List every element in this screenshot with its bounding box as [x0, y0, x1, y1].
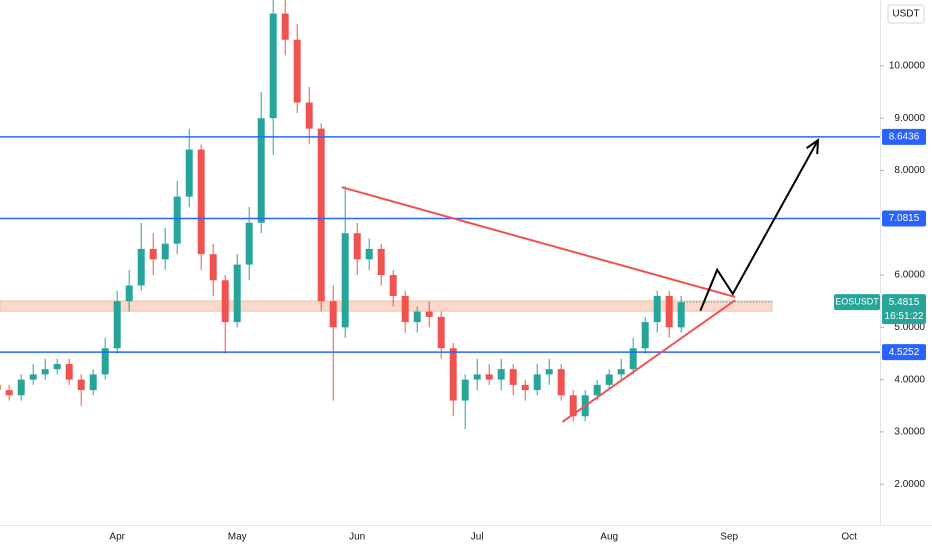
x-tick-label: Oct — [841, 532, 857, 543]
last-price-label: 5.4815 — [889, 297, 920, 308]
candle-body — [521, 384, 529, 391]
candle-body — [149, 248, 157, 260]
y-tick-label: 2.0000 — [894, 479, 925, 490]
candle-body — [0, 384, 1, 391]
candle-body — [125, 285, 133, 302]
trendline — [341, 186, 736, 298]
symbol-label: EOSUSDT — [835, 297, 879, 307]
candle-body — [485, 374, 493, 380]
level-label-box — [882, 128, 926, 145]
candle-body — [545, 369, 553, 375]
y-tick-label: 9.0000 — [894, 113, 925, 124]
candle-body — [245, 222, 253, 265]
candle-body — [305, 102, 313, 129]
support-zone — [0, 300, 773, 312]
currency-box[interactable] — [887, 4, 925, 24]
level-label-box — [882, 210, 926, 227]
candle-body — [389, 275, 397, 296]
candle-body — [449, 348, 457, 401]
candle-body — [101, 348, 109, 375]
candle-body — [317, 128, 325, 302]
y-tick-label: 3.0000 — [894, 427, 925, 438]
candle-body — [293, 39, 301, 103]
x-tick-label: Jun — [349, 532, 365, 543]
candle-body — [185, 149, 193, 197]
candle-body — [605, 374, 613, 385]
candle-body — [665, 295, 673, 328]
candle-body — [281, 13, 289, 40]
candle-body — [257, 118, 265, 223]
candle-body — [461, 379, 469, 401]
candle-body — [209, 254, 217, 281]
x-tick-label: Apr — [109, 532, 125, 543]
candle-body — [377, 248, 385, 276]
candle-body — [41, 369, 49, 375]
candle-body — [137, 248, 145, 286]
candle-body — [65, 363, 73, 380]
candle-body — [569, 395, 577, 417]
candle-body — [77, 379, 85, 391]
candle-body — [29, 374, 37, 380]
candle-body — [17, 379, 25, 396]
y-tick-label: 6.0000 — [894, 270, 925, 281]
trendline — [561, 299, 736, 423]
x-tick-label: Sep — [720, 532, 738, 543]
candle-body — [593, 384, 601, 396]
candle-body — [629, 348, 637, 370]
candle-body — [509, 369, 517, 385]
x-tick-label: Aug — [600, 532, 618, 543]
currency: USDT — [892, 9, 919, 20]
level-label-box — [882, 344, 926, 361]
candle-body — [677, 302, 685, 328]
level-label: 8.6436 — [889, 131, 920, 142]
candle-body — [425, 311, 433, 317]
candle-body — [233, 264, 241, 323]
candle-body — [113, 301, 121, 349]
candle-body — [365, 248, 373, 260]
y-tick-label: 5.0000 — [894, 322, 925, 333]
arrow-head — [805, 138, 820, 155]
candle-body — [533, 374, 541, 391]
candle-body — [221, 280, 229, 323]
x-tick-label: Jul — [471, 532, 484, 543]
candle-body — [401, 295, 409, 323]
level-label: 4.5252 — [889, 347, 920, 358]
y-tick-label: 8.0000 — [894, 165, 925, 176]
candle-body — [617, 369, 625, 375]
candle-body — [53, 363, 61, 370]
candle-body — [353, 233, 361, 260]
candle-body — [473, 374, 481, 380]
y-tick-label: 10.0000 — [889, 61, 926, 72]
candle-body — [641, 322, 649, 349]
x-tick-label: May — [228, 532, 247, 543]
level-label: 7.0815 — [889, 213, 920, 224]
candle-body — [413, 311, 421, 323]
candle-body — [437, 316, 445, 349]
trendline — [699, 139, 819, 311]
candle-body — [173, 196, 181, 244]
candle-body — [341, 233, 349, 328]
y-tick-label: 4.0000 — [894, 374, 925, 385]
last-price-box — [882, 294, 926, 325]
candle-body — [557, 369, 565, 396]
symbol-box — [834, 294, 880, 311]
candle-body — [269, 13, 277, 119]
candle-body — [5, 390, 13, 396]
candle-body — [653, 295, 661, 323]
countdown: 16:51:22 — [885, 311, 924, 322]
candle-body — [329, 301, 337, 328]
candle-body — [161, 243, 169, 260]
candle-body — [89, 374, 97, 391]
candle-body — [497, 369, 505, 380]
candle-body — [197, 149, 205, 255]
